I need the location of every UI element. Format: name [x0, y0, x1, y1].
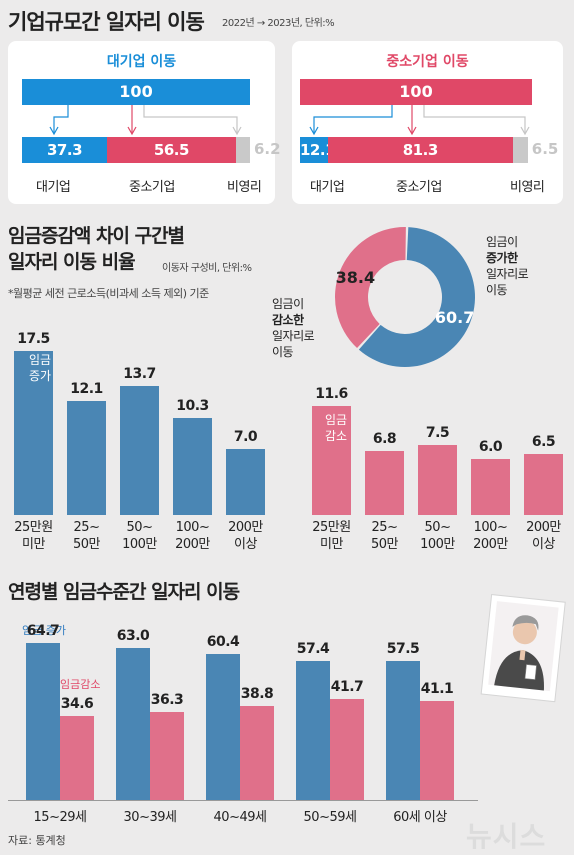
large-seg-bar-1: 56.5	[107, 137, 236, 163]
donut-slice-0	[358, 227, 475, 367]
source: 자료: 통계청	[8, 834, 66, 847]
age-bar-value-3-1: 41.7	[330, 679, 364, 696]
inc-badge: 임금 증가	[28, 353, 52, 383]
sme-seg-label-large: 대기업	[310, 180, 345, 195]
inc-bar-value-4: 7.0	[233, 429, 258, 446]
large-top-bar: 100	[22, 79, 250, 105]
age-bar-0-0	[26, 643, 60, 800]
dec-bar-value-1: 6.8	[372, 431, 397, 448]
inc-bar-value-3: 10.3	[176, 398, 209, 415]
age-bar-3-1	[330, 699, 364, 800]
inc-bar-3	[173, 418, 212, 515]
legend-dec: 임금감소	[60, 678, 101, 692]
section2-unit: 이동자 구성비, 단위:%	[162, 263, 252, 274]
sme-seg-label-sme: 중소기업	[396, 180, 442, 195]
age-bar-4-1	[420, 700, 454, 800]
donut-dec-label: 임금이 감소한 일자리로 이동	[272, 297, 315, 359]
age-bar-value-2-1: 38.8	[240, 686, 274, 703]
large-seg-label-nonprofit: 비영리	[227, 180, 262, 195]
large-seg-label-sme: 중소기업	[129, 180, 175, 195]
dec-bar-2	[418, 444, 457, 515]
age-category-0: 15~29세	[33, 810, 87, 825]
age-category-1: 30~39세	[123, 810, 177, 825]
age-bar-2-1	[240, 706, 274, 800]
donut-value-1: 38.4	[336, 268, 375, 287]
donut-inc-label: 임금이 증가한 일자리로 이동	[486, 235, 529, 297]
dec-bar-0	[312, 405, 351, 515]
dec-category-1: 25~ 50만	[370, 520, 399, 552]
sme-seg-bar-0: 12.1	[300, 137, 336, 163]
large-seg-value-nonprofit: 6.2	[254, 140, 281, 158]
age-category-2: 40~49세	[213, 810, 267, 825]
section2-title-line2: 일자리 이동 비율	[8, 251, 136, 273]
inc-category-0: 25만원 미만	[14, 520, 53, 552]
age-bar-0-1	[60, 716, 94, 800]
worker-illustration	[480, 594, 566, 703]
dec-badge: 임금 감소	[324, 413, 348, 443]
sme-seg-bar-1: 81.3	[327, 137, 513, 163]
donut-value-0: 60.7	[435, 308, 474, 327]
section3-title: 연령별 임금수준간 일자리 이동	[8, 581, 240, 603]
age-axis-line	[8, 800, 478, 801]
inc-bar-4	[226, 449, 265, 515]
dec-bar-1	[365, 451, 404, 515]
large-card-title: 대기업 이동	[106, 54, 177, 70]
section2-title-line1: 임금증감액 차이 구간별	[8, 225, 185, 247]
sme-card-title: 중소기업 이동	[386, 54, 469, 70]
dec-category-3: 100~ 200만	[473, 520, 508, 552]
age-category-4: 60세 이상	[393, 810, 447, 825]
sme-seg-bar-2	[512, 137, 528, 163]
inc-category-4: 200만 이상	[228, 520, 263, 552]
age-bar-value-0-0: 64.7	[26, 623, 60, 640]
inc-bar-value-0: 17.5	[17, 330, 50, 347]
sme-flow-arrows	[309, 105, 530, 136]
inc-bar-1	[67, 401, 106, 515]
inc-bar-value-1: 12.1	[70, 381, 103, 398]
inc-bar-0	[14, 350, 53, 515]
page-subtitle: 2022년 → 2023년, 단위:%	[222, 18, 335, 29]
dec-category-2: 50~ 100만	[420, 520, 455, 552]
dec-category-4: 200만 이상	[526, 520, 561, 552]
age-bar-1-0	[116, 647, 150, 800]
inc-category-3: 100~ 200만	[175, 520, 210, 552]
age-bar-value-3-0: 57.4	[296, 641, 330, 658]
dec-bar-3	[471, 458, 510, 515]
inc-bar-value-2: 13.7	[123, 366, 156, 383]
age-bar-value-4-1: 41.1	[420, 680, 454, 697]
dec-bar-value-3: 6.0	[478, 438, 503, 455]
sme-top-bar: 100	[300, 79, 532, 105]
age-bar-3-0	[296, 661, 330, 800]
watermark: 뉴시스	[466, 820, 547, 853]
sme-seg-label-nonprofit: 비영리	[510, 180, 545, 195]
dec-bar-value-2: 7.5	[425, 424, 450, 441]
page-title: 기업규모간 일자리 이동	[8, 10, 205, 34]
inc-category-2: 50~ 100만	[122, 520, 157, 552]
wage-change-donut-chart: 60.7 38.4	[335, 227, 475, 367]
large-flow-arrows	[49, 105, 242, 136]
large-seg-bar-0: 37.3	[22, 137, 108, 163]
legend-inc: 임금 증가	[22, 624, 66, 637]
age-bar-1-1	[150, 712, 184, 800]
age-bar-2-0	[206, 653, 240, 800]
inc-category-1: 25~ 50만	[72, 520, 101, 552]
age-category-3: 50~59세	[303, 810, 357, 825]
age-bar-value-4-0: 57.5	[386, 640, 420, 657]
dec-category-0: 25만원 미만	[312, 520, 351, 552]
sme-card: 중소기업 이동 100 12.1 81.3 6.5 대기업 중소기업 비영리	[292, 41, 563, 204]
sme-seg-value-nonprofit: 6.5	[531, 140, 559, 158]
large-seg-label-large: 대기업	[36, 180, 71, 195]
inc-bar-2	[120, 386, 159, 515]
age-bar-value-2-0: 60.4	[206, 633, 240, 650]
age-bar-value-1-1: 36.3	[150, 692, 184, 709]
large-company-card: 대기업 이동 100 37.3 56.5 6.2 대기업 중소기업 비영리	[8, 41, 281, 204]
age-bar-value-0-1: 34.6	[60, 696, 94, 713]
dec-bar-value-4: 6.5	[531, 433, 556, 450]
age-bar-4-0	[386, 660, 420, 800]
age-bar-value-1-0: 63.0	[116, 627, 150, 644]
section2-note: *월평균 세전 근로소득(비과세 소득 제외) 기준	[8, 287, 209, 300]
large-seg-bar-2	[235, 137, 250, 163]
dec-bar-value-0: 11.6	[315, 385, 348, 402]
donut-slice-1	[335, 227, 406, 349]
dec-bar-4	[524, 453, 563, 515]
